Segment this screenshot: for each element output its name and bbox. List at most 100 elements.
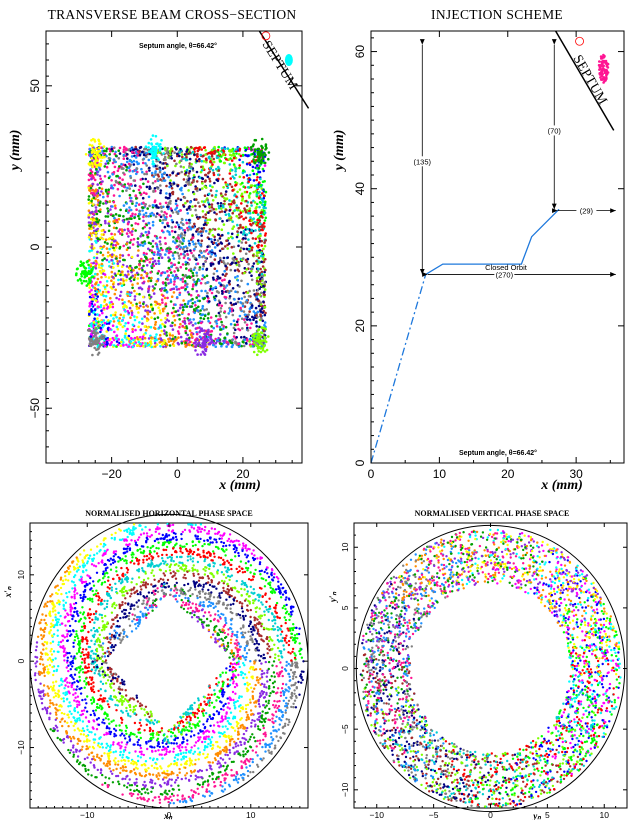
phase-particle (73, 729, 76, 732)
beam-particle (134, 184, 137, 187)
phase-particle (40, 634, 43, 637)
beam-particle (143, 336, 147, 340)
beam-particle (180, 153, 184, 156)
beam-particle (242, 237, 245, 240)
beam-particle (192, 254, 195, 257)
beam-particle (107, 260, 111, 264)
beam-particle (185, 152, 189, 156)
beam-particle (264, 258, 267, 261)
beam-particle (203, 200, 207, 203)
beam-particle (135, 307, 139, 311)
beam-particle (224, 181, 227, 184)
beam-particle (92, 196, 96, 200)
beam-particle (108, 200, 112, 203)
beam-particle (133, 216, 136, 220)
beam-particle (224, 301, 227, 305)
beam-particle (165, 173, 169, 177)
beam-particle (255, 224, 259, 227)
beam-particle (200, 313, 203, 317)
beam-particle (157, 175, 160, 178)
beam-particle (216, 243, 219, 247)
beam-particle (177, 223, 180, 227)
beam-particle (158, 309, 162, 312)
beam-particle (185, 218, 188, 222)
beam-particle (87, 178, 91, 182)
beam-particle (195, 280, 199, 283)
beam-particle (117, 282, 120, 286)
beam-particle (172, 344, 176, 348)
beam-particle (243, 190, 247, 194)
beam-particle (183, 280, 187, 283)
beam-particle (93, 219, 96, 222)
beam-particle (163, 216, 167, 219)
beam-particle (210, 194, 214, 197)
beam-particle (130, 155, 134, 158)
beam-particle (106, 207, 109, 210)
beam-particle (120, 265, 124, 269)
phase-particle (243, 741, 246, 744)
beam-particle (240, 241, 244, 244)
beam-particle (245, 199, 248, 203)
beam-particle (91, 162, 94, 166)
beam-particle (255, 325, 258, 328)
beam-particle (116, 242, 120, 246)
beam-particle (185, 158, 189, 162)
beam-particle (168, 196, 171, 200)
beam-particle (252, 337, 255, 341)
beam-particle (223, 269, 226, 273)
phase-particle (175, 591, 178, 595)
beam-particle (153, 287, 156, 290)
beam-particle (135, 172, 138, 176)
beam-particle (113, 249, 116, 252)
beam-particle (123, 145, 126, 149)
beam-particle (94, 188, 98, 191)
beam-particle (94, 267, 98, 270)
beam-particle (196, 338, 199, 342)
beam-particle (162, 218, 165, 222)
beam-particle (158, 202, 162, 205)
panel2-xtick-label: 0 (368, 467, 375, 481)
beam-particle (90, 238, 93, 241)
beam-particle (232, 225, 236, 228)
beam-particle (100, 320, 103, 324)
beam-particle (248, 209, 251, 213)
phase-particle (294, 706, 298, 709)
beam-particle (93, 193, 96, 197)
beam-particle (98, 142, 101, 146)
beam-particle (226, 262, 230, 265)
beam-particle (222, 149, 225, 153)
beam-particle (242, 229, 246, 233)
phase-particle (161, 741, 164, 745)
phase-particle (199, 736, 202, 739)
beam-particle (95, 228, 98, 232)
beam-particle (238, 216, 241, 219)
beam-particle (177, 254, 181, 258)
beam-particle (104, 337, 108, 341)
phase-particle (49, 712, 52, 715)
beam-particle (264, 153, 267, 157)
beam-particle (163, 236, 167, 240)
beam-particle (254, 229, 257, 232)
beam-particle (256, 332, 260, 335)
beam-particle (90, 288, 93, 292)
beam-particle (95, 290, 99, 294)
phase-particle (289, 668, 293, 672)
beam-particle (252, 160, 256, 164)
beam-particle (166, 147, 170, 150)
beam-particle (257, 276, 260, 279)
beam-particle (157, 259, 160, 263)
beam-particle (239, 301, 242, 304)
beam-particle (189, 200, 192, 204)
beam-particle (200, 148, 203, 151)
beam-particle (267, 157, 270, 161)
beam-particle (204, 260, 207, 264)
beam-particle (260, 272, 264, 276)
beam-particle (112, 285, 115, 289)
beam-particle (97, 237, 100, 240)
beam-particle (96, 173, 99, 176)
beam-particle (109, 314, 113, 317)
beam-particle (249, 146, 253, 149)
beam-particle (118, 317, 121, 320)
beam-particle (107, 222, 110, 225)
beam-particle (208, 205, 211, 208)
